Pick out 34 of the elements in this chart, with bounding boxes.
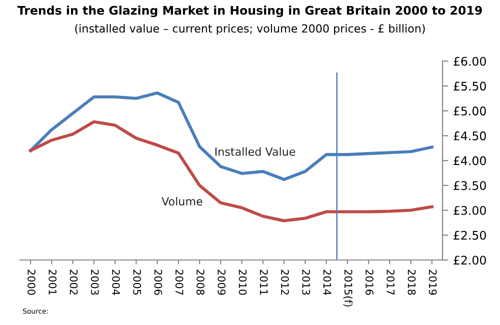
x-tick-label: 2011 — [260, 270, 268, 295]
y-tick-label: £4.50 — [454, 131, 486, 140]
x-tick-label: 2017 — [386, 270, 395, 295]
x-tick-label: 2010 — [238, 270, 247, 295]
y-tick-label: £5.00 — [454, 106, 486, 116]
x-tick-label: 2019 — [428, 270, 437, 295]
y-tick-label: £3.00 — [454, 206, 486, 215]
x-tick-label: 2003 — [90, 270, 99, 295]
y-tick-label: £3.50 — [454, 181, 486, 190]
series-label: Installed Value — [215, 147, 296, 156]
x-tick-label: 2000 — [28, 270, 36, 295]
y-tick-label: £2.00 — [454, 256, 486, 265]
line-series — [29, 120, 434, 222]
y-tick-label: £5.50 — [454, 82, 486, 91]
x-tick-label: 2014 — [323, 270, 332, 295]
chart-title: Trends in the Glazing Market in Housing in Great Britain 2000 to 2019 — [17, 6, 482, 18]
series-label: Volume — [162, 196, 202, 206]
x-tick-label: 2012 — [281, 270, 289, 294]
y-tick-label: £2.50 — [454, 230, 486, 240]
x-tick-label: 2005 — [133, 270, 142, 295]
x-tick-label: 2015(f) — [343, 270, 352, 306]
x-tick-label: 2009 — [218, 270, 226, 295]
x-tick-label: 2001 — [48, 270, 57, 295]
x-tick-label: 2004 — [112, 270, 120, 295]
x-tick-label: 2002 — [70, 270, 78, 294]
y-tick-label: £6.00 — [454, 56, 486, 66]
x-tick-label: 2006 — [154, 270, 162, 295]
x-tick-label: 2007 — [175, 270, 184, 295]
x-tick-label: 2008 — [196, 270, 204, 295]
x-tick-label: 2018 — [408, 270, 416, 295]
x-tick-label: 2016 — [366, 270, 374, 295]
chart-subtitle: (installed value – current prices; volume 2000 prices - £ billion) — [75, 24, 425, 35]
y-tick-label: £4.00 — [454, 156, 486, 166]
x-tick-label: 2013 — [302, 270, 310, 295]
